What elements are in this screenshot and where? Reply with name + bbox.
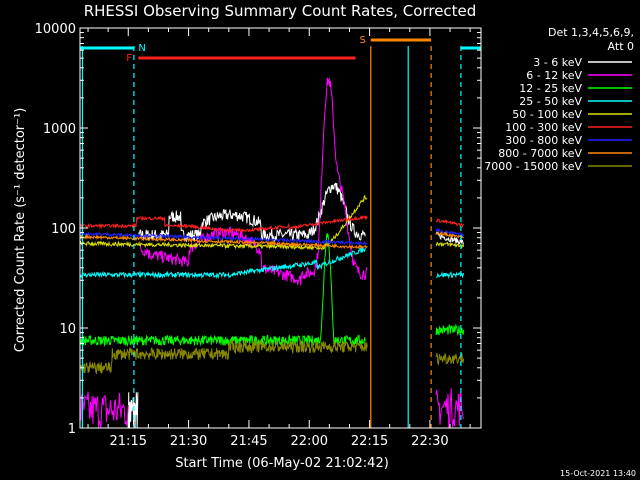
series-line-100-300-kev: [79, 214, 368, 233]
y-tick-label: 100: [51, 222, 76, 237]
y-axis-label: Corrected Count Rate (s⁻¹ detector⁻¹): [13, 108, 28, 353]
series-line-12-25-kev: [435, 323, 465, 337]
series-line-6-12-kev: [79, 391, 129, 429]
footer-date: 15-Oct-2021 13:40: [560, 469, 636, 478]
series-line-800-7000-kev: [435, 230, 464, 240]
series-line-300-800-kev: [79, 230, 368, 246]
plot-area: NF S: [79, 35, 481, 429]
series-line-800-7000-kev: [79, 233, 368, 250]
axes: 1 10 100 1000 10000 21:15 21:30 21:45 22:00 22:15…: [35, 22, 482, 449]
series-line-25-50-kev: [79, 247, 366, 280]
y-tick-label: 10000: [35, 22, 76, 37]
legend-header-line2: Att 0: [608, 40, 634, 53]
legend-label: 300 - 800 keV: [505, 134, 582, 147]
legend-header-line1: Det 1,3,4,5,6,9,: [548, 26, 634, 39]
legend-label: 50 - 100 keV: [512, 108, 582, 121]
series-line-100-300-kev: [435, 218, 465, 228]
x-tick-label: 21:30: [170, 434, 207, 449]
legend-label: 100 - 300 keV: [505, 121, 582, 134]
legend-label: 800 - 7000 keV: [498, 147, 582, 160]
x-tick-label: 21:45: [230, 434, 267, 449]
flare-flag-label: F: [126, 53, 132, 64]
series-line-300-800-kev: [435, 228, 465, 239]
y-tick-label: 10: [59, 322, 76, 337]
night-flag-label: N: [138, 43, 145, 54]
legend-label: 7000 - 15000 keV: [484, 160, 582, 173]
saa-flag-label: S: [360, 35, 366, 46]
series-line-50-100-kev: [79, 194, 368, 251]
x-tick-label: 22:30: [411, 434, 448, 449]
series-line-3-6-kev: [127, 392, 139, 429]
series-line-7000-15000-kev: [435, 352, 465, 366]
x-tick-label: 21:15: [110, 434, 147, 449]
legend-label: 25 - 50 keV: [519, 95, 582, 108]
series-line-50-100-kev: [435, 241, 465, 249]
series-line-7000-15000-kev: [79, 339, 368, 375]
chart-title: RHESSI Observing Summary Count Rates, Co…: [84, 2, 477, 20]
series-line-3-6-kev: [137, 182, 366, 243]
series-line-25-50-kev: [435, 271, 465, 280]
y-tick-label: 1000: [43, 122, 76, 137]
x-tick-label: 22:00: [291, 434, 328, 449]
x-tick-label: 22:15: [351, 434, 388, 449]
x-axis-label: Start Time (06-May-02 21:02:42): [175, 456, 389, 471]
y-tick-label: 1: [68, 422, 76, 437]
legend-label: 3 - 6 keV: [533, 56, 582, 69]
series-line-3-6-kev: [435, 230, 465, 246]
legend-label: 6 - 12 keV: [526, 69, 582, 82]
legend-label: 12 - 25 keV: [519, 82, 582, 95]
